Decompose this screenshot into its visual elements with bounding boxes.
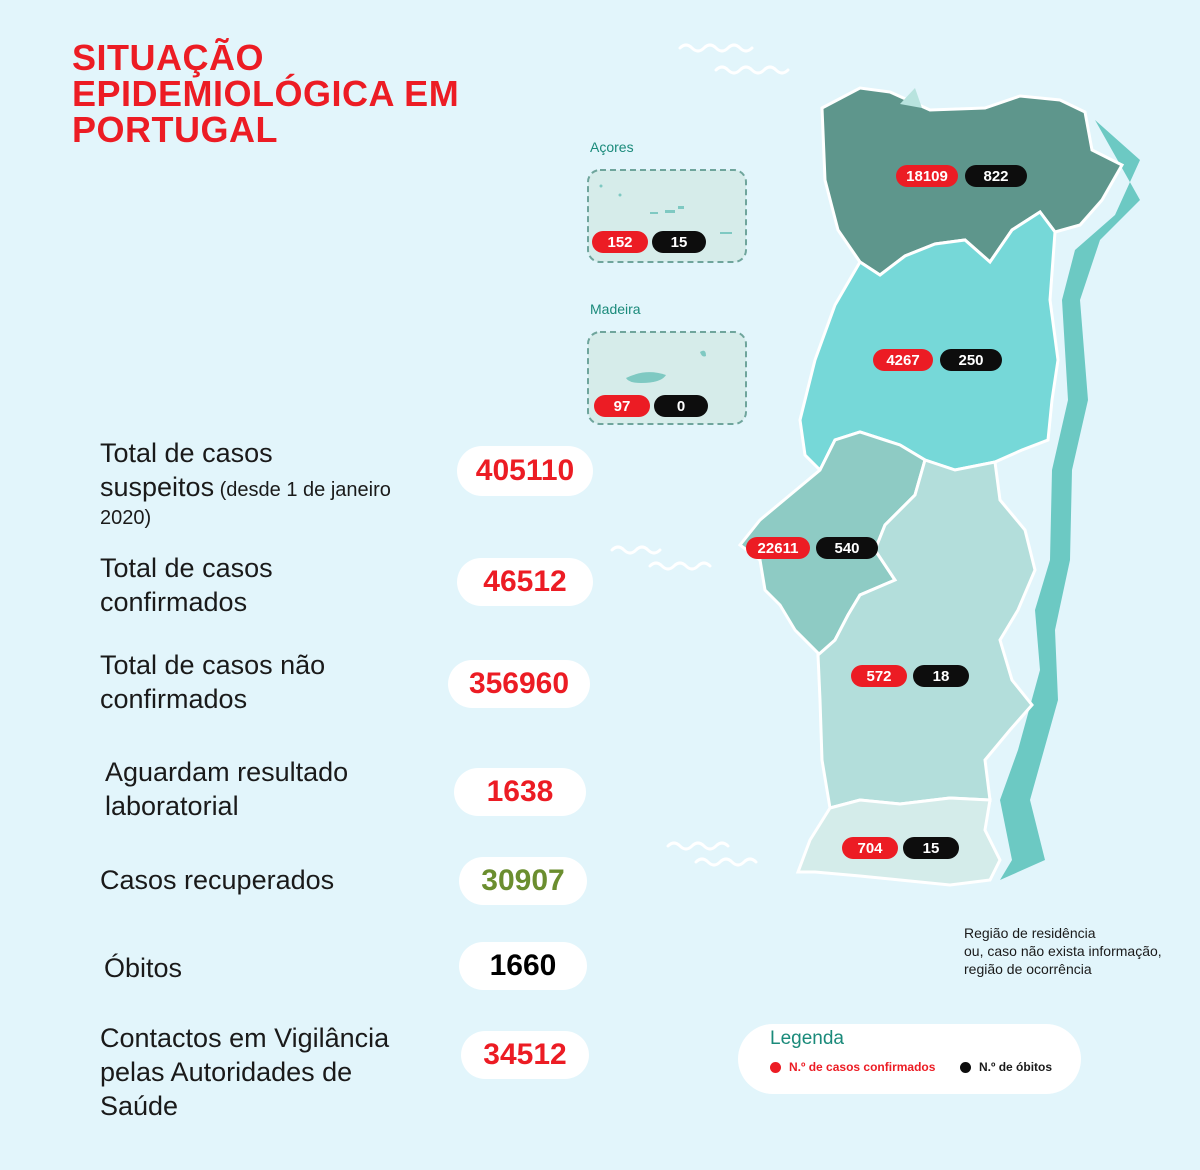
stat-value-confirmados: 46512: [457, 558, 593, 606]
alentejo-cases-badge: 572: [851, 665, 907, 687]
stat-label-obitos: Óbitos: [104, 953, 183, 983]
stat-value-obitos: 1660: [459, 942, 587, 990]
algarve-deaths-badge: 15: [903, 837, 959, 859]
title-line-2: EPIDEMIOLÓGICA EM: [72, 73, 460, 114]
legend-title: Legenda: [770, 1028, 844, 1049]
legend: Legenda N.º de casos confirmados N.º de …: [738, 1024, 1081, 1094]
red-dot-icon: [770, 1061, 781, 1073]
alentejo-deaths-badge: 18: [913, 665, 969, 687]
stat-label-recuperados: Casos recuperados: [100, 865, 335, 895]
acores-cases-badge: 152: [592, 231, 648, 253]
inset-label-madeira: Madeira: [590, 301, 641, 317]
wave-decoration: [610, 43, 790, 867]
region-centro: [798, 209, 1060, 473]
legend-item-deaths: N.º de óbitos: [960, 1060, 1052, 1074]
stat-label-nao-confirmados: Total de casos não confirmados: [100, 650, 326, 714]
region-algarve: [795, 796, 1002, 887]
acores-deaths-badge: 15: [652, 231, 706, 253]
centro-cases-badge: 4267: [873, 349, 933, 371]
lisboa-deaths-badge: 540: [816, 537, 878, 559]
lisboa-cases-badge: 22611: [746, 537, 810, 559]
stat-value-recuperados: 30907: [459, 857, 587, 905]
stat-value-nao-confirmados: 356960: [448, 660, 590, 708]
map-shadow: [1000, 120, 1140, 880]
stat-value-suspeitos: 405110: [457, 446, 593, 496]
stat-value-aguardam: 1638: [454, 768, 586, 816]
norte-cases-badge: 18109: [896, 165, 958, 187]
stat-value-contactos: 34512: [461, 1031, 589, 1079]
title-line-1: SITUAÇÃO: [72, 37, 264, 78]
stat-label-confirmados: Total de casos confirmados: [100, 553, 273, 617]
title-line-3: PORTUGAL: [72, 109, 278, 150]
black-dot-icon: [960, 1061, 971, 1073]
stat-label-aguardam: Aguardam resultado laboratorial: [105, 757, 349, 821]
page-title: SITUAÇÃO EPIDEMIOLÓGICA EM PORTUGAL: [72, 40, 459, 148]
map-detail: [900, 88, 922, 108]
norte-deaths-badge: 822: [965, 165, 1027, 187]
legend-item-cases: N.º de casos confirmados: [770, 1060, 935, 1074]
stat-label-contactos: Contactos em Vigilância pelas Autoridade…: [100, 1023, 390, 1121]
stat-label-suspeitos: Total de casos suspeitos (desde 1 de jan…: [100, 438, 391, 529]
inset-label-acores: Açores: [590, 139, 634, 155]
madeira-deaths-badge: 0: [654, 395, 708, 417]
algarve-cases-badge: 704: [842, 837, 898, 859]
madeira-cases-badge: 97: [594, 395, 650, 417]
map-note: Região de residência ou, caso não exista…: [964, 925, 1162, 977]
centro-deaths-badge: 250: [940, 349, 1002, 371]
